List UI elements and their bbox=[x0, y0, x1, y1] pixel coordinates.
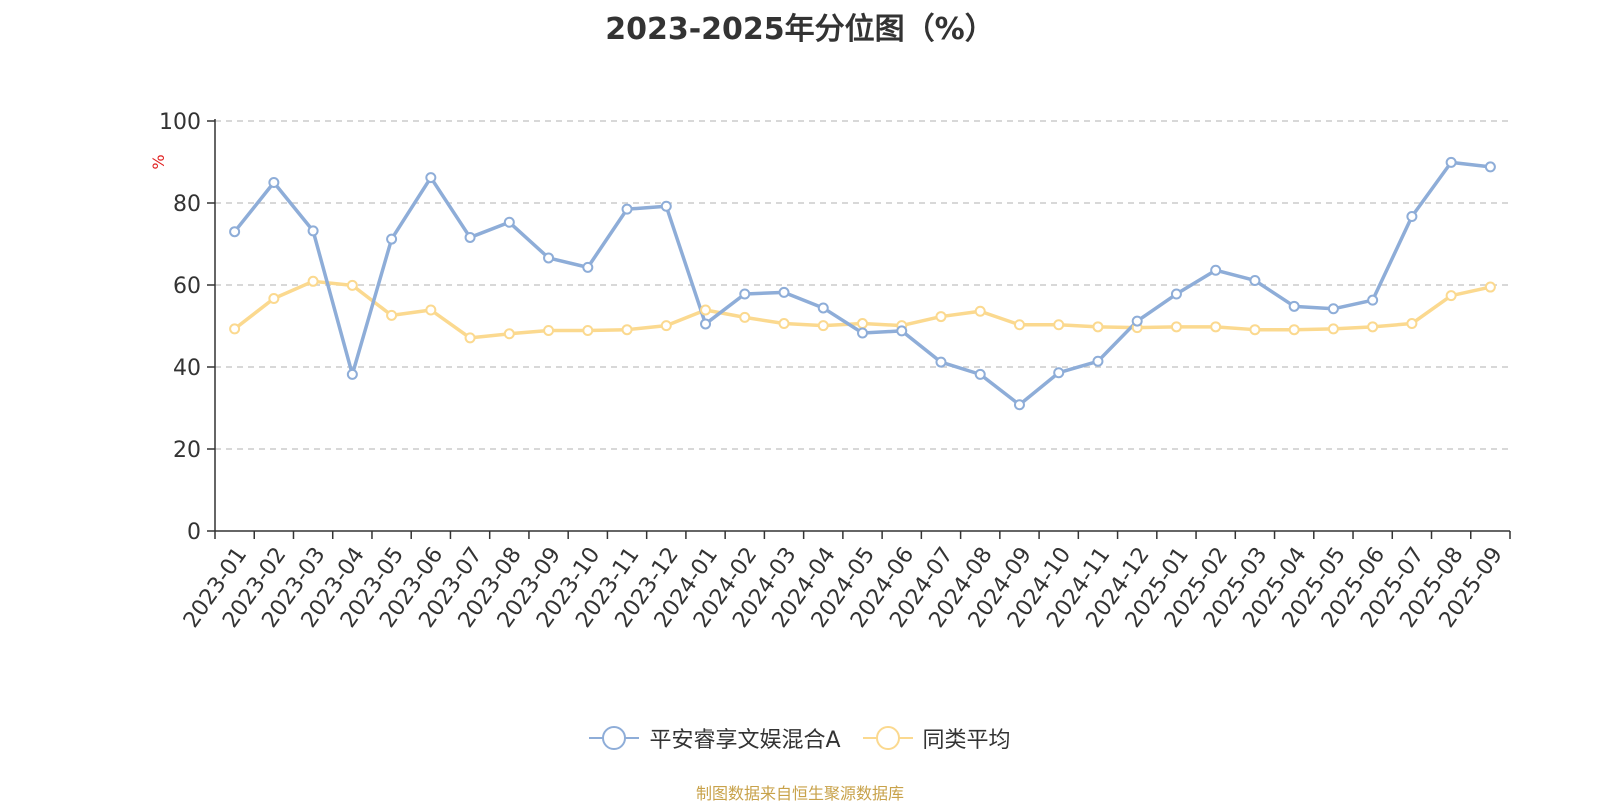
series-2-point-28 bbox=[1327, 323, 1339, 335]
series-2-point-3 bbox=[346, 279, 358, 291]
series-1-point-23 bbox=[1131, 315, 1143, 327]
series-1-point-1 bbox=[268, 177, 280, 188]
source-note: 制图数据来自恒生聚源数据库 bbox=[695, 784, 904, 803]
series-2-point-31 bbox=[1445, 290, 1457, 302]
series-1-point-31 bbox=[1445, 156, 1457, 168]
y-tick-label-5: 100 bbox=[159, 110, 201, 135]
chart-title: 2023-2025年分位图（%） bbox=[605, 12, 995, 47]
series-2-point-29 bbox=[1367, 321, 1379, 333]
legend-item-series-2[interactable]: 同类平均 bbox=[862, 722, 1011, 754]
line-chart: 020406080100%2023-012023-022023-032023-0… bbox=[149, 110, 1511, 633]
series-2-point-11 bbox=[660, 320, 672, 332]
series-1-point-18 bbox=[935, 356, 947, 368]
series-1-point-4 bbox=[386, 233, 398, 245]
series-1-point-24 bbox=[1170, 288, 1182, 300]
series-1-point-0 bbox=[229, 226, 241, 238]
series-2-point-5 bbox=[425, 304, 437, 316]
series-2-point-4 bbox=[386, 309, 398, 321]
series-2-point-18 bbox=[935, 311, 947, 323]
series-2-point-16 bbox=[857, 318, 868, 330]
series-2-point-13 bbox=[739, 311, 751, 323]
series-2-point-7 bbox=[503, 328, 515, 340]
series-2-point-24 bbox=[1170, 321, 1182, 333]
legend-item-series-1[interactable]: 平安睿享文娱混合A bbox=[589, 722, 841, 754]
series-1-point-27 bbox=[1288, 300, 1300, 312]
y-axis-label: % bbox=[149, 154, 168, 169]
y-tick-label-2: 40 bbox=[173, 356, 201, 381]
series-1-point-19 bbox=[974, 368, 986, 380]
series-2-point-10 bbox=[621, 324, 633, 336]
series-1-point-10 bbox=[621, 203, 633, 215]
series-2-point-15 bbox=[817, 320, 829, 332]
series-1-point-5 bbox=[425, 172, 437, 184]
series-1-point-14 bbox=[778, 286, 790, 298]
y-tick-label-1: 20 bbox=[173, 438, 201, 463]
series-1-point-21 bbox=[1053, 367, 1065, 379]
series-1-point-16 bbox=[857, 327, 868, 339]
series-2-point-1 bbox=[268, 293, 280, 305]
series-1-point-15 bbox=[817, 302, 829, 314]
y-tick-label-4: 80 bbox=[173, 192, 201, 217]
series-1-point-8 bbox=[543, 252, 555, 264]
series-2-point-8 bbox=[543, 325, 555, 337]
legend: 平安睿享文娱混合A 同类平均 bbox=[0, 722, 1600, 754]
series-2-point-6 bbox=[464, 332, 476, 344]
series-1-point-28 bbox=[1327, 303, 1339, 315]
series-2-point-22 bbox=[1092, 321, 1104, 333]
series-1-point-9 bbox=[582, 261, 594, 273]
legend-label-series-2: 同类平均 bbox=[922, 728, 1011, 753]
series-2-point-9 bbox=[582, 325, 594, 337]
series-2-point-32 bbox=[1484, 281, 1496, 293]
legend-label-series-1: 平安睿享文娱混合A bbox=[649, 728, 841, 753]
series-2-point-19 bbox=[974, 305, 986, 317]
series-2-point-27 bbox=[1288, 324, 1300, 336]
series-1-point-6 bbox=[464, 231, 476, 243]
series-1-point-3 bbox=[346, 368, 358, 380]
legend-marker-series-1 bbox=[589, 726, 640, 750]
series-1-point-29 bbox=[1367, 294, 1379, 306]
series-2-point-26 bbox=[1249, 324, 1261, 336]
series-line-1 bbox=[233, 160, 1491, 407]
series-1-point-11 bbox=[660, 200, 672, 212]
series-1-point-25 bbox=[1210, 264, 1222, 276]
series-2-point-21 bbox=[1053, 319, 1065, 331]
series-2-point-14 bbox=[778, 318, 790, 330]
series-2-point-12 bbox=[700, 304, 712, 316]
series-2-point-20 bbox=[1013, 319, 1025, 331]
series-2-point-25 bbox=[1210, 321, 1222, 333]
y-tick-label-3: 60 bbox=[173, 274, 201, 299]
series-1-point-13 bbox=[739, 288, 751, 300]
series-1-point-30 bbox=[1406, 211, 1418, 223]
legend-marker-series-2 bbox=[862, 726, 913, 750]
series-2-point-0 bbox=[229, 323, 241, 335]
series-1-point-20 bbox=[1013, 399, 1025, 411]
series-2-point-30 bbox=[1406, 318, 1418, 330]
series-1-point-2 bbox=[307, 225, 319, 237]
series-1-point-7 bbox=[503, 216, 515, 228]
series-1-point-26 bbox=[1249, 274, 1261, 286]
series-1-point-12 bbox=[700, 318, 712, 330]
series-1-point-22 bbox=[1092, 355, 1104, 367]
series-1-point-32 bbox=[1484, 161, 1496, 173]
y-tick-label-0: 0 bbox=[187, 520, 201, 545]
series-2-point-2 bbox=[307, 275, 319, 287]
series-1-point-17 bbox=[896, 325, 908, 337]
